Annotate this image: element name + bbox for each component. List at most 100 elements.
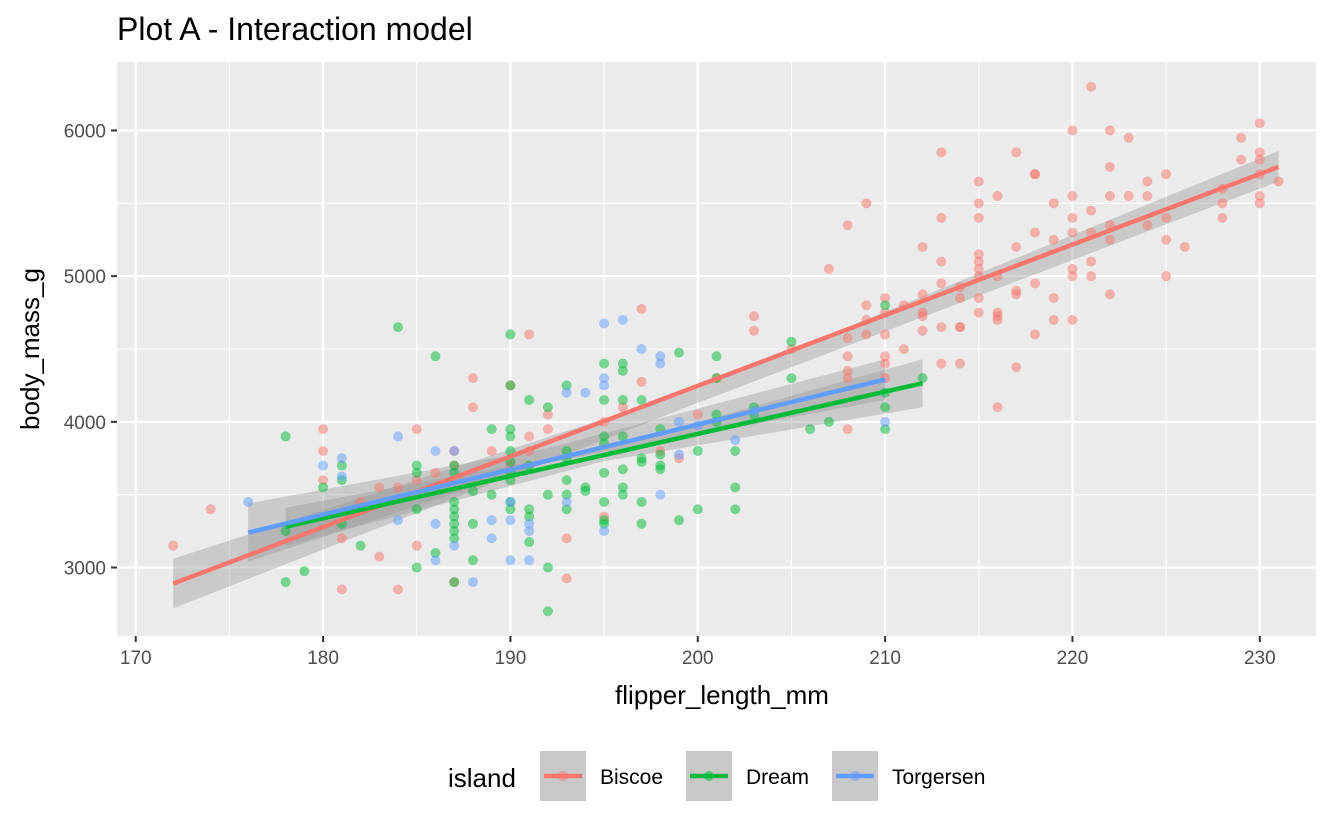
data-point-dream [467,555,478,566]
data-point-biscoe [1254,191,1265,202]
data-point-dream [730,482,741,493]
data-point-dream [655,464,666,475]
data-point-dream [467,518,478,529]
data-point-dream [505,431,516,442]
data-point-dream [617,365,628,376]
data-point-biscoe [1067,191,1078,202]
data-point-dream [411,562,422,573]
data-point-torgersen [580,387,591,398]
data-point-biscoe [524,329,535,340]
data-point-dream [486,489,497,500]
data-point-biscoe [1029,227,1040,238]
data-point-torgersen [318,460,329,471]
data-point-dream [449,511,460,522]
data-point-dream [711,351,722,362]
data-point-biscoe [1104,161,1115,172]
data-point-dream [599,496,610,507]
data-point-biscoe [1217,198,1228,209]
x-tick-label: 180 [307,648,339,669]
data-point-biscoe [1011,242,1022,253]
data-point-biscoe [411,475,422,486]
data-point-biscoe [1067,125,1078,136]
data-point-biscoe [1086,81,1097,92]
confidence-band-torgersen [248,359,886,562]
data-point-biscoe [861,329,872,340]
data-point-dream [336,460,347,471]
x-tick-label: 230 [1244,648,1276,669]
data-point-dream [430,351,441,362]
data-point-torgersen [505,496,516,507]
data-point-biscoe [842,373,853,384]
data-point-dream [880,402,891,413]
data-point-dream [411,504,422,515]
data-point-dream [505,329,516,340]
data-point-biscoe [1048,314,1059,325]
data-point-biscoe [1254,154,1265,165]
data-point-biscoe [955,322,966,333]
data-point-dream [561,504,572,515]
data-point-biscoe [393,482,404,493]
data-point-biscoe [1104,289,1115,300]
data-point-biscoe [861,300,872,311]
data-point-torgersen [486,515,497,526]
data-point-torgersen [880,416,891,427]
data-point-biscoe [861,198,872,209]
data-point-torgersen [730,435,741,446]
data-point-biscoe [1011,289,1022,300]
y-tick-label: 3000 [64,559,106,580]
data-point-biscoe [336,533,347,544]
data-point-dream [542,606,553,617]
data-point-biscoe [1142,220,1153,231]
data-point-dream [542,402,553,413]
data-point-dream [561,489,572,500]
data-point-biscoe [748,325,759,336]
data-point-biscoe [1123,132,1134,143]
data-point-torgersen [430,445,441,456]
confidence-bands [173,150,1279,609]
data-point-dream [524,394,535,405]
data-point-dream [599,467,610,478]
data-point-biscoe [973,249,984,260]
data-point-biscoe [636,303,647,314]
y-tick-label: 4000 [64,413,106,434]
data-point-torgersen [243,496,254,507]
y-axis-title: body_mass_g [15,268,45,430]
legend-key-point-dream [704,771,714,781]
data-point-biscoe [1048,234,1059,245]
data-point-biscoe [318,424,329,435]
data-point-dream [711,409,722,420]
data-point-biscoe [1161,271,1172,282]
data-point-biscoe [524,431,535,442]
legend-title: island [448,763,516,793]
data-point-dream [505,504,516,515]
data-point-dream [449,518,460,529]
data-point-biscoe [486,445,497,456]
data-point-dream [467,486,478,497]
data-point-dream [617,394,628,405]
data-point-biscoe [992,191,1003,202]
data-point-biscoe [842,333,853,344]
data-point-dream [411,460,422,471]
data-point-biscoe [1161,212,1172,223]
data-point-biscoe [1067,212,1078,223]
data-point-biscoe [1011,362,1022,373]
data-point-dream [655,449,666,460]
data-point-dream [411,467,422,478]
data-point-dream [280,577,291,588]
data-point-dream [730,504,741,515]
data-point-torgersen [505,515,516,526]
data-point-biscoe [973,212,984,223]
data-point-dream [505,380,516,391]
data-point-biscoe [936,358,947,369]
data-point-torgersen [449,445,460,456]
data-point-biscoe [393,584,404,595]
data-point-dream [692,445,703,456]
data-point-biscoe [411,424,422,435]
data-point-biscoe [936,147,947,158]
data-point-dream [580,486,591,497]
data-point-biscoe [467,402,478,413]
data-point-dream [542,489,553,500]
data-point-dream [805,424,816,435]
data-point-biscoe [1029,329,1040,340]
data-point-dream [449,496,460,507]
